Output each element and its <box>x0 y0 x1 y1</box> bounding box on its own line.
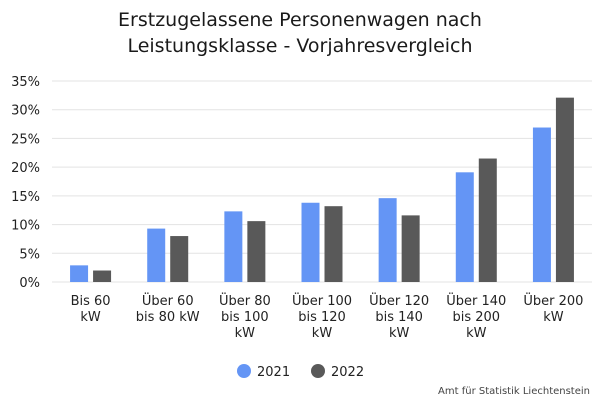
y-tick-label: 15% <box>11 190 40 205</box>
legend-label: 2021 <box>257 365 290 380</box>
x-category-label: Über 80 <box>219 292 271 309</box>
x-category-label: bis 200 <box>452 310 500 325</box>
bar-2022-1[interactable] <box>170 236 189 282</box>
legend-item-2021[interactable]: 2021 <box>237 364 290 380</box>
y-tick-label: 30% <box>11 104 40 119</box>
y-tick-label: 10% <box>11 219 40 234</box>
x-category-label: Bis 60 <box>71 294 111 309</box>
x-category-label: bis 140 <box>375 310 423 325</box>
x-category-label: kW <box>543 310 564 325</box>
x-category-label: kW <box>389 326 410 341</box>
x-category-label: Über 100 <box>292 292 352 309</box>
bar-2021-2[interactable] <box>224 211 243 282</box>
x-category-label: Über 200 <box>523 292 583 309</box>
x-category-label: kW <box>235 326 256 341</box>
x-category-label: kW <box>312 326 333 341</box>
bar-2022-6[interactable] <box>555 97 574 282</box>
x-category-label: kW <box>466 326 487 341</box>
legend-marker <box>237 364 251 378</box>
y-tick-label: 35% <box>11 75 40 90</box>
bar-2021-0[interactable] <box>70 265 89 282</box>
gridlines <box>52 80 592 283</box>
x-category-label: bis 120 <box>298 310 346 325</box>
bar-2021-6[interactable] <box>532 127 551 282</box>
bar-2022-2[interactable] <box>247 221 266 282</box>
bar-2022-0[interactable] <box>93 270 112 282</box>
chart-title: Erstzugelassene Personenwagen nach Leistu… <box>118 9 482 57</box>
y-tick-label: 20% <box>11 161 40 176</box>
y-tick-label: 25% <box>11 132 40 147</box>
y-tick-label: 0% <box>19 276 40 291</box>
x-category-label: bis 100 <box>221 310 269 325</box>
bar-2021-5[interactable] <box>455 172 474 282</box>
x-category-label: Über 60 <box>142 292 194 309</box>
x-category-label: Über 120 <box>369 292 429 309</box>
bar-2022-5[interactable] <box>478 158 497 282</box>
y-axis-ticks: 0% 5% 10% 15% 20% 25% 30% 35% <box>11 75 40 291</box>
x-category-label: kW <box>80 310 101 325</box>
x-category-label: bis 80 kW <box>136 310 200 325</box>
bar-2022-3[interactable] <box>324 206 343 282</box>
legend-marker <box>311 364 325 378</box>
chart-title-line: Erstzugelassene Personenwagen nach <box>118 9 482 31</box>
x-category-label: Über 140 <box>446 292 506 309</box>
source-label: Amt für Statistik Liechtenstein <box>438 386 590 397</box>
chart-title-line: Leistungsklasse - Vorjahresvergleich <box>127 35 472 57</box>
legend[interactable]: 2021 2022 <box>237 364 364 380</box>
bar-2021-4[interactable] <box>378 198 397 282</box>
y-tick-label: 5% <box>19 247 40 262</box>
bar-2021-1[interactable] <box>147 228 166 282</box>
bars <box>70 97 574 282</box>
bar-2022-4[interactable] <box>401 215 420 282</box>
legend-label: 2022 <box>331 365 364 380</box>
bar-2021-3[interactable] <box>301 202 320 282</box>
legend-item-2022[interactable]: 2022 <box>311 364 364 380</box>
